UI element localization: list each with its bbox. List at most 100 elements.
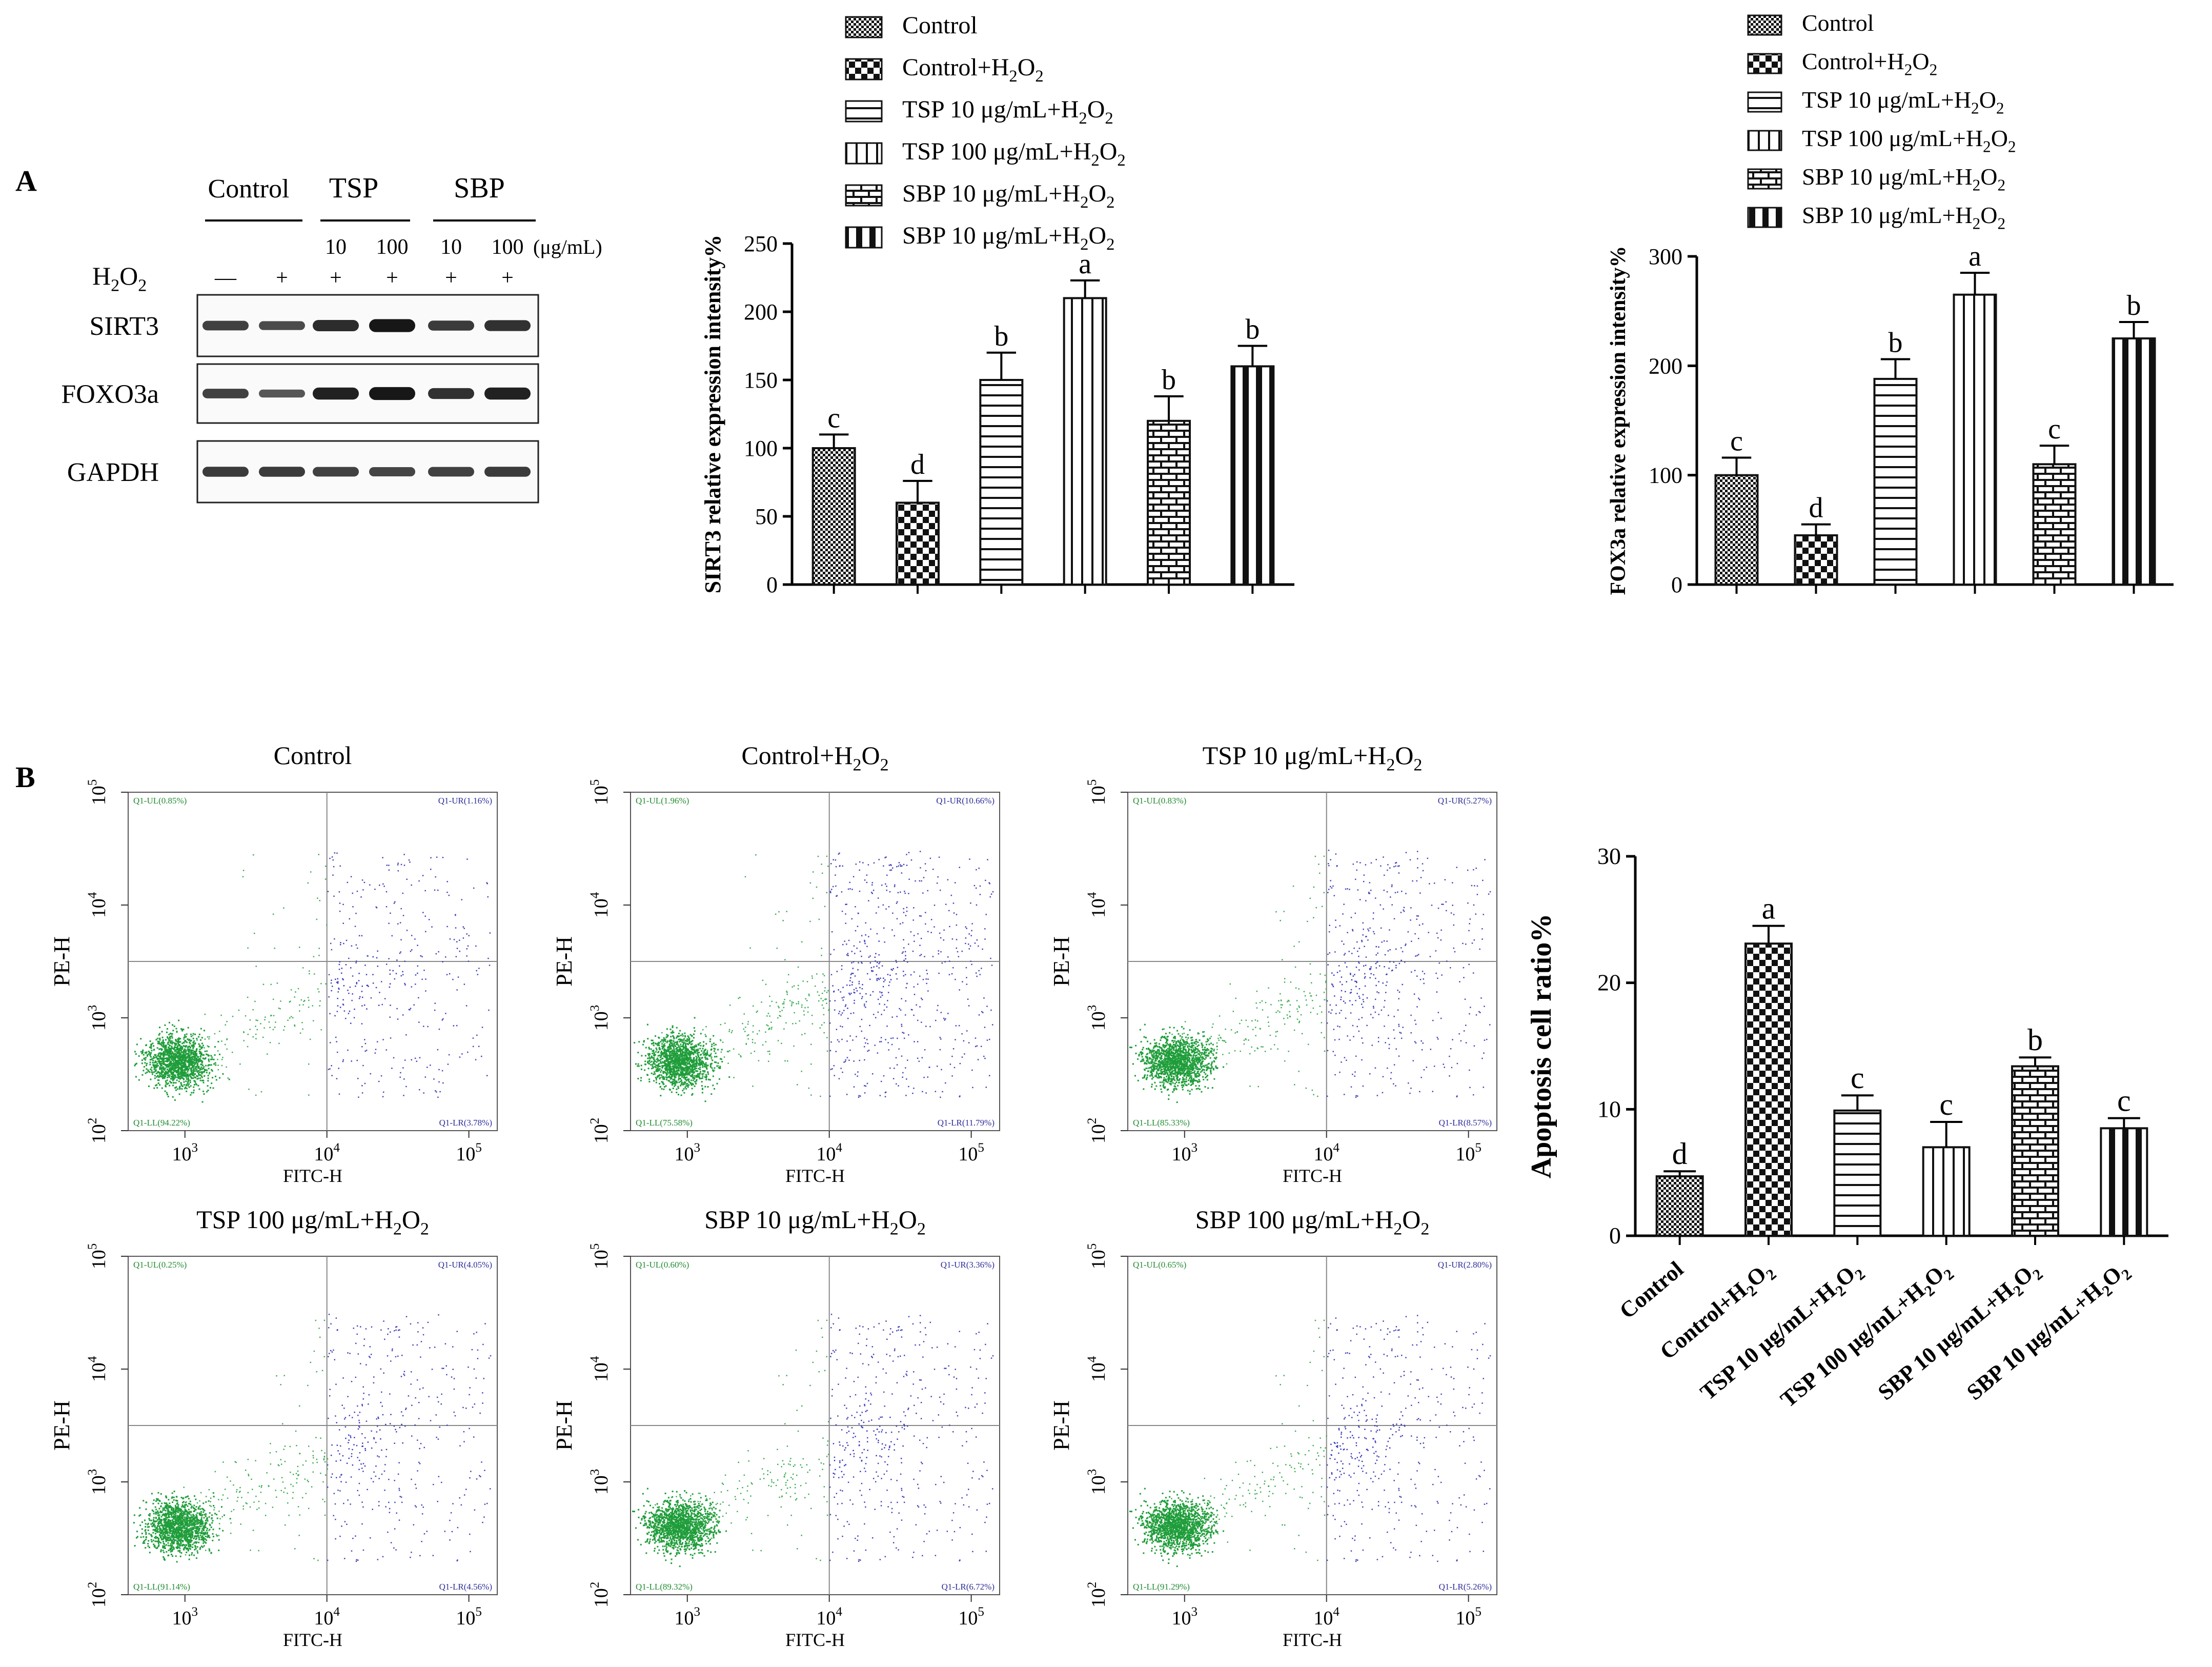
y-tick-label: 102	[86, 1118, 110, 1144]
legend-label: TSP 10 μg/mL+H2O2	[1802, 87, 2004, 117]
blot-band	[202, 389, 249, 398]
blot-band	[484, 320, 531, 331]
significance-letter: c	[2048, 413, 2061, 445]
significance-letter: c	[827, 402, 840, 434]
quadrant-label-ul: Q1-UL(0.60%)	[636, 1260, 689, 1270]
bar	[980, 380, 1022, 585]
bar	[2113, 338, 2155, 585]
blot-band	[428, 320, 474, 331]
blot-dose: 10	[325, 235, 347, 259]
y-tick-label: 150	[744, 368, 778, 393]
y-axis-label: PE-H	[49, 1400, 74, 1451]
x-tick-label: 105	[1455, 1605, 1482, 1629]
panel-label-b: B	[15, 760, 35, 794]
y-axis-label: PE-H	[1049, 1400, 1074, 1451]
legend-label: Control+H2O2	[1802, 48, 1937, 79]
significance-letter: c	[1851, 1061, 1864, 1095]
y-tick-label: 0	[766, 572, 778, 597]
x-tick-label: 103	[172, 1141, 198, 1165]
y-tick-label: 105	[1085, 1243, 1109, 1270]
x-tick-label: 104	[314, 1141, 340, 1165]
x-tick-label: 105	[958, 1141, 984, 1165]
significance-letter: b	[1889, 327, 1903, 359]
blot-dose: 10	[440, 235, 462, 259]
blot-dose: 100	[376, 235, 409, 259]
x-axis-label: FITC-H	[785, 1166, 845, 1186]
bar	[1875, 379, 1917, 585]
flow-plot-title: SBP 10 μg/mL+H2O2	[704, 1205, 926, 1239]
blot-band	[484, 388, 531, 400]
y-tick-label: 200	[1649, 353, 1682, 378]
quadrant-label-lr: Q1-LR(5.26%)	[1439, 1582, 1492, 1592]
blot-band	[259, 390, 305, 398]
blot-row-label: GAPDH	[67, 458, 159, 487]
blot-band	[428, 388, 474, 399]
x-tick-label: 104	[816, 1141, 842, 1165]
x-tick-label: 104	[1313, 1141, 1340, 1165]
y-tick-label: 0	[1671, 572, 1682, 597]
quadrant-label-ur: Q1-UR(5.27%)	[1438, 796, 1492, 806]
legend-swatch	[1748, 208, 1781, 227]
x-tick-label: 103	[172, 1605, 198, 1629]
y-tick-label: 105	[86, 779, 110, 806]
y-tick-label: 104	[588, 892, 612, 918]
y-tick-label: 103	[588, 1469, 612, 1495]
y-tick-label: 105	[1085, 779, 1109, 806]
legend-swatch	[846, 143, 882, 164]
x-tick-label: 103	[674, 1141, 700, 1165]
x-tick-label: TSP 10 μg/mL+H2O2	[1695, 1256, 1869, 1408]
y-tick-label: 102	[1085, 1118, 1109, 1144]
bar	[1231, 366, 1273, 585]
flow-plot: TSP 10 μg/mL+H2O2Q1-UL(0.83%)Q1-UR(5.27%…	[1049, 741, 1497, 1186]
blot-dose: 100	[492, 235, 524, 259]
x-tick-label: 105	[1455, 1141, 1482, 1165]
x-tick-label: Control	[1615, 1256, 1688, 1323]
significance-letter: b	[2027, 1023, 2043, 1057]
y-tick-label: 30	[1597, 843, 1621, 869]
significance-letter: c	[2117, 1084, 2131, 1118]
y-tick-label: 103	[86, 1469, 110, 1495]
x-tick-label: 103	[1171, 1141, 1198, 1165]
y-axis-label: PE-H	[49, 936, 74, 987]
legend-swatch	[1748, 15, 1781, 35]
x-axis-label: FITC-H	[1283, 1630, 1342, 1650]
blot-band	[313, 388, 359, 400]
legend-label: TSP 10 μg/mL+H2O2	[902, 96, 1113, 128]
significance-letter: d	[1672, 1137, 1688, 1171]
blot-group-header: Control	[208, 174, 290, 204]
bar	[1657, 1176, 1703, 1236]
blot-band	[313, 320, 359, 331]
y-tick-label: 105	[86, 1243, 110, 1270]
y-tick-label: 103	[1085, 1005, 1109, 1031]
flow-cytometry-plots: ControlQ1-UL(0.85%)Q1-UR(1.16%)Q1-LL(94.…	[49, 741, 1497, 1650]
legend-label: TSP 100 μg/mL+H2O2	[1802, 125, 2016, 156]
quadrant-label-lr: Q1-LR(4.56%)	[439, 1582, 492, 1592]
quadrant-label-ur: Q1-UR(1.16%)	[438, 796, 492, 806]
bar	[813, 448, 855, 585]
bar	[1923, 1147, 1970, 1236]
flow-plot-title: Control	[274, 741, 352, 770]
blot-h2o2-sign: +	[276, 266, 288, 290]
y-tick-label: 105	[588, 1243, 612, 1270]
y-tick-label: 50	[755, 504, 778, 529]
significance-letter: c	[1939, 1088, 1953, 1121]
bar	[1795, 535, 1837, 585]
y-tick-label: 10	[1597, 1096, 1621, 1122]
legend-label: SBP 10 μg/mL+H2O2	[1802, 202, 2005, 233]
quadrant-label-ur: Q1-UR(3.36%)	[941, 1260, 995, 1270]
bar	[1148, 421, 1190, 585]
y-tick-label: 20	[1597, 970, 1621, 996]
significance-letter: a	[1762, 892, 1776, 926]
legend-swatch	[1748, 131, 1781, 150]
blot-band	[369, 319, 415, 332]
y-axis-label: Apoptosis cell ratio%	[1526, 914, 1557, 1178]
quadrant-label-ll: Q1-LL(94.22%)	[133, 1118, 190, 1128]
blot-band	[428, 467, 474, 477]
flow-plot: TSP 100 μg/mL+H2O2Q1-UL(0.25%)Q1-UR(4.05…	[49, 1205, 497, 1650]
quadrant-label-ur: Q1-UR(10.66%)	[936, 796, 995, 806]
x-tick-label: SBP 10 μg/mL+H2O2	[1962, 1256, 2135, 1408]
x-tick-label: 103	[674, 1605, 700, 1629]
blot-h2o2-sign: +	[501, 266, 514, 290]
